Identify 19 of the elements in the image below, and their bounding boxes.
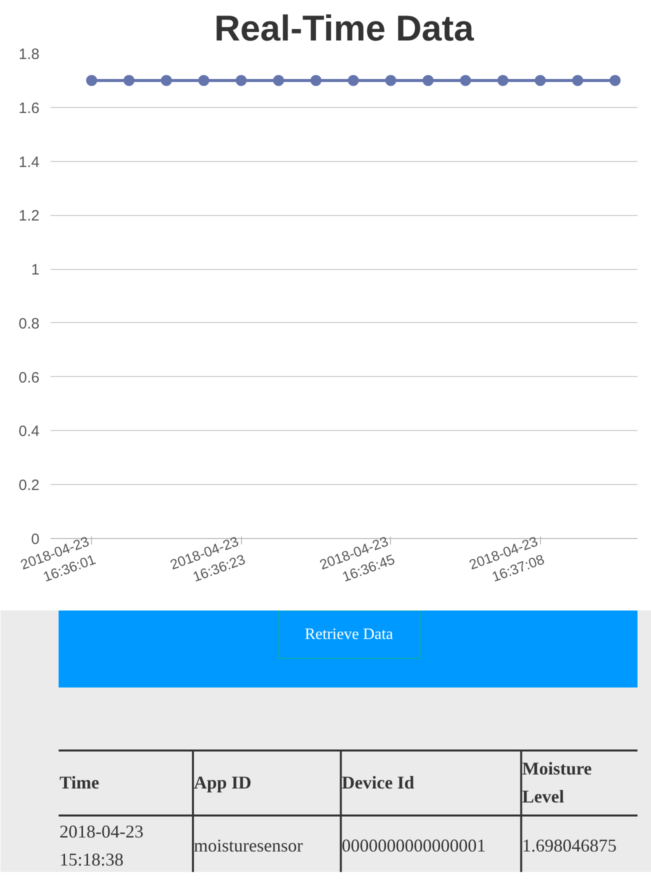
text: Moisture Level [522,758,592,806]
chart-title: Real-Time Data [214,8,475,48]
y-tick-label: 1.8 [18,46,40,63]
y-tick-label: 1.4 [18,154,40,171]
y-tick-label: 0.8 [18,315,40,332]
text: Time [60,772,100,792]
y-tick-label: 0.2 [18,477,40,494]
y-tick-label: 1.6 [18,100,40,117]
text: moisturesensor [194,836,303,856]
text: 1.698046875 [522,836,617,856]
y-tick-label: 0.4 [18,423,40,440]
text: Retrieve Data [304,626,394,643]
y-tick-label: 1 [31,262,40,279]
y-tick-label: 0.6 [18,369,40,386]
y-tick-label: 1.2 [18,208,40,225]
text: 0000000000000001 [342,836,486,856]
text: App ID [194,772,252,792]
text: 2018-04-23 15:18:38 [60,822,144,870]
text: Device Id [342,772,414,792]
